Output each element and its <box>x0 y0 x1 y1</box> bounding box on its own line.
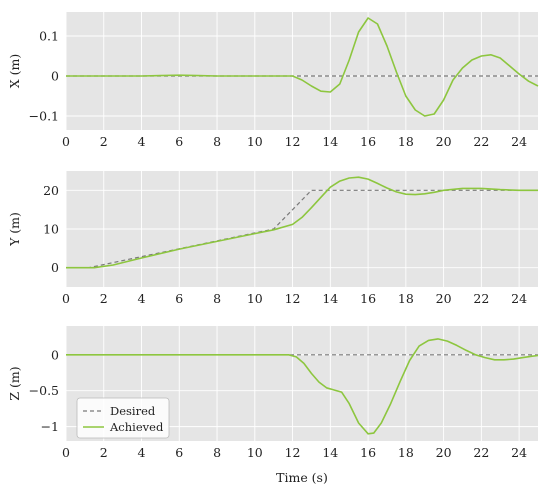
x-axis-label: Time (s) <box>276 470 328 485</box>
panel-y-x-tick-label: 2 <box>100 291 108 306</box>
panels-group: 0 2 4 6 8 10 12 14 16 18 20 22 24−0.100.1X (m)0 2 4 6 8 1… <box>7 12 539 460</box>
panel-z-y-tick-label: 0 <box>51 347 59 362</box>
panel-z-series-achieved <box>66 338 539 435</box>
legend-box <box>76 397 170 439</box>
panel-y-x-tick-label: 8 <box>213 291 221 306</box>
panel-y-x-tick-label: 24 <box>511 291 527 306</box>
panel-x-x-tick-label: 8 <box>213 134 221 149</box>
panel-y-y-axis-label: Y (m) <box>7 212 22 247</box>
panel-z-x-tick-label: 10 <box>247 445 263 460</box>
panel-y-x-tick-label: 10 <box>247 291 263 306</box>
panel-y-x-tick-label: 22 <box>473 291 489 306</box>
panel-z-x-tick-label: 2 <box>100 445 108 460</box>
panel-y-x-tick-label: 14 <box>322 291 338 306</box>
panel-x-x-tick-label: 4 <box>138 134 146 149</box>
legend-label-achieved: Achieved <box>109 420 164 434</box>
panel-x-x-tick-label: 6 <box>175 134 183 149</box>
panel-z-x-tick-label: 22 <box>473 445 489 460</box>
panel-z-x-tick-label: 4 <box>138 445 146 460</box>
panel-z-x-tick-label: 0 <box>62 445 70 460</box>
panel-y-x-tick-label: 20 <box>436 291 452 306</box>
panel-z-x-tick-label: 24 <box>511 445 527 460</box>
panel-y-x-tick-label: 16 <box>360 291 376 306</box>
panel-z-y-axis-label: Z (m) <box>7 366 22 400</box>
panel-y-x-tick-label: 12 <box>285 291 301 306</box>
panel-z-x-tick-label: 12 <box>285 445 301 460</box>
panel-x-x-tick-label: 22 <box>473 134 489 149</box>
panel-z-x-tick-label: 18 <box>398 445 414 460</box>
panel-y-x-tick-label: 4 <box>138 291 146 306</box>
panel-x-x-tick-label: 16 <box>360 134 376 149</box>
panel-x-y-tick-label: 0 <box>51 69 59 84</box>
panel-x-background <box>66 12 538 130</box>
panel-x-x-tick-label: 24 <box>511 134 527 149</box>
panel-x: 0 2 4 6 8 10 12 14 16 18 20 22 24−0.100.1X (m) <box>7 12 539 149</box>
panel-z-x-tick-label: 8 <box>213 445 221 460</box>
panel-x-y-tick-label: 0.1 <box>39 29 59 44</box>
panel-y-x-tick-label: 0 <box>62 291 70 306</box>
panel-x-x-tick-label: 20 <box>436 134 452 149</box>
panel-x-x-tick-label: 14 <box>322 134 338 149</box>
panel-z-y-tick-label: −1 <box>41 419 59 434</box>
panel-y-series-achieved <box>66 176 538 269</box>
legend-label-desired: Desired <box>110 404 156 418</box>
panel-y-y-tick-label: 20 <box>43 183 59 198</box>
panel-x-x-tick-label: 2 <box>100 134 108 149</box>
legend: Desired Achieved <box>76 397 170 439</box>
panel-x-x-tick-label: 10 <box>247 134 263 149</box>
panel-x-x-tick-label: 12 <box>285 134 301 149</box>
panel-x-x-tick-label: 18 <box>398 134 414 149</box>
panel-y-x-tick-label: 6 <box>175 291 183 306</box>
panel-z-y-tick-label: −0.5 <box>29 383 59 398</box>
panel-x-y-axis-label: X (m) <box>7 54 22 88</box>
panel-y-y-tick-label: 0 <box>51 260 59 275</box>
panel-z-x-tick-label: 14 <box>322 445 338 460</box>
panel-y-x-tick-label: 18 <box>398 291 414 306</box>
panel-z-x-tick-label: 6 <box>175 445 183 460</box>
panel-z-x-tick-label: 20 <box>436 445 452 460</box>
panel-y-y-tick-label: 10 <box>43 222 59 237</box>
panel-x-x-tick-label: 0 <box>62 134 70 149</box>
panel-x-y-tick-label: −0.1 <box>29 109 59 124</box>
panel-z-x-tick-label: 16 <box>360 445 376 460</box>
panel-z: 0 2 4 6 8 10 12 14 16 18 20 22 24−1−0.50Z (m) <box>7 326 539 460</box>
panel-x-series-achieved <box>66 17 539 117</box>
